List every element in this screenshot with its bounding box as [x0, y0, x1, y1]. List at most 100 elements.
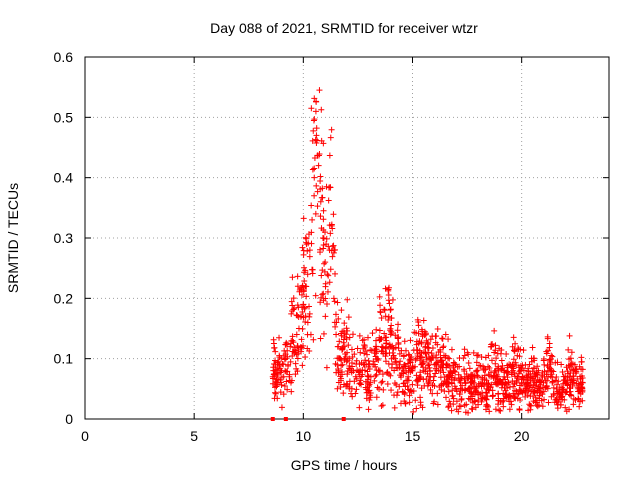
- data-point: [289, 333, 296, 340]
- data-point: [514, 375, 521, 382]
- data-point: [501, 369, 508, 376]
- data-point: [306, 253, 313, 260]
- data-point: [327, 230, 334, 237]
- data-point: [547, 368, 554, 375]
- data-point: [332, 323, 339, 330]
- data-point: [359, 371, 366, 378]
- data-point: [360, 361, 367, 368]
- data-point: [471, 398, 478, 405]
- data-point: [357, 377, 364, 384]
- data-point: [317, 186, 324, 193]
- data-point: [322, 229, 329, 236]
- data-point: [342, 353, 349, 360]
- y-tick-label: 0.5: [54, 109, 74, 125]
- data-point: [495, 380, 502, 387]
- data-point: [445, 403, 452, 410]
- data-point: [415, 375, 422, 382]
- data-point: [373, 326, 380, 333]
- data-point: [567, 361, 574, 368]
- data-point: [272, 390, 279, 397]
- data-point: [283, 339, 290, 346]
- data-point: [473, 389, 480, 396]
- data-point: [570, 367, 577, 374]
- data-point: [463, 401, 470, 408]
- data-point: [326, 279, 333, 286]
- data-point: [287, 340, 294, 347]
- data-point: [313, 132, 320, 139]
- data-point: [301, 278, 308, 285]
- data-point: [467, 390, 474, 397]
- data-point: [565, 346, 572, 353]
- data-point: [334, 343, 341, 350]
- data-point: [509, 361, 516, 368]
- data-point: [479, 389, 486, 396]
- data-point: [575, 395, 582, 402]
- data-point: [424, 370, 431, 377]
- data-point: [335, 367, 342, 374]
- data-point: [348, 346, 355, 353]
- data-point: [527, 393, 534, 400]
- data-point: [307, 331, 314, 338]
- data-point: [541, 396, 548, 403]
- data-point: [381, 306, 388, 313]
- data-point: [372, 343, 379, 350]
- data-point: [558, 361, 565, 368]
- data-point: [282, 351, 289, 358]
- data-point: [312, 98, 319, 105]
- data-point: [417, 353, 424, 360]
- data-point: [437, 346, 444, 353]
- data-point: [413, 405, 420, 412]
- data-point: [528, 358, 535, 365]
- y-axis-label: SRMTID / TECUs: [5, 183, 21, 293]
- data-point: [317, 246, 324, 253]
- data-point: [317, 198, 324, 205]
- data-point: [276, 367, 283, 374]
- data-point: [390, 352, 397, 359]
- data-point: [353, 386, 360, 393]
- data-point: [323, 183, 330, 190]
- data-point: [395, 321, 402, 328]
- data-point: [288, 388, 295, 395]
- data-point: [273, 383, 280, 390]
- data-point: [414, 352, 421, 359]
- data-point: [326, 152, 333, 159]
- data-point: [320, 216, 327, 223]
- data-point: [376, 385, 383, 392]
- data-point: [482, 389, 489, 396]
- data-point: [498, 366, 505, 373]
- data-point: [367, 390, 374, 397]
- data-point: [486, 387, 493, 394]
- data-point: [554, 401, 561, 408]
- data-point: [520, 387, 527, 394]
- data-point: [306, 303, 313, 310]
- data-point: [413, 338, 420, 345]
- data-point: [452, 361, 459, 368]
- data-point: [478, 353, 485, 360]
- data-point: [502, 391, 509, 398]
- data-point: [413, 347, 420, 354]
- data-point: [342, 383, 349, 390]
- data-point: [293, 351, 300, 358]
- data-point: [434, 390, 441, 397]
- data-point: [423, 337, 430, 344]
- data-point: [566, 356, 573, 363]
- data-point: [432, 339, 439, 346]
- data-point: [423, 375, 430, 382]
- data-point: [361, 336, 368, 343]
- data-point: [386, 341, 393, 348]
- data-point: [387, 325, 394, 332]
- data-point: [480, 394, 487, 401]
- data-point: [311, 192, 318, 199]
- data-point: [413, 372, 420, 379]
- data-point: [299, 362, 306, 369]
- data-point: [304, 319, 311, 326]
- data-point: [338, 307, 345, 314]
- data-point: [457, 403, 464, 410]
- data-point: [290, 306, 297, 313]
- data-point: [431, 383, 438, 390]
- data-point: [282, 367, 289, 374]
- data-point: [300, 251, 307, 258]
- data-point: [516, 407, 523, 414]
- data-point: [317, 178, 324, 185]
